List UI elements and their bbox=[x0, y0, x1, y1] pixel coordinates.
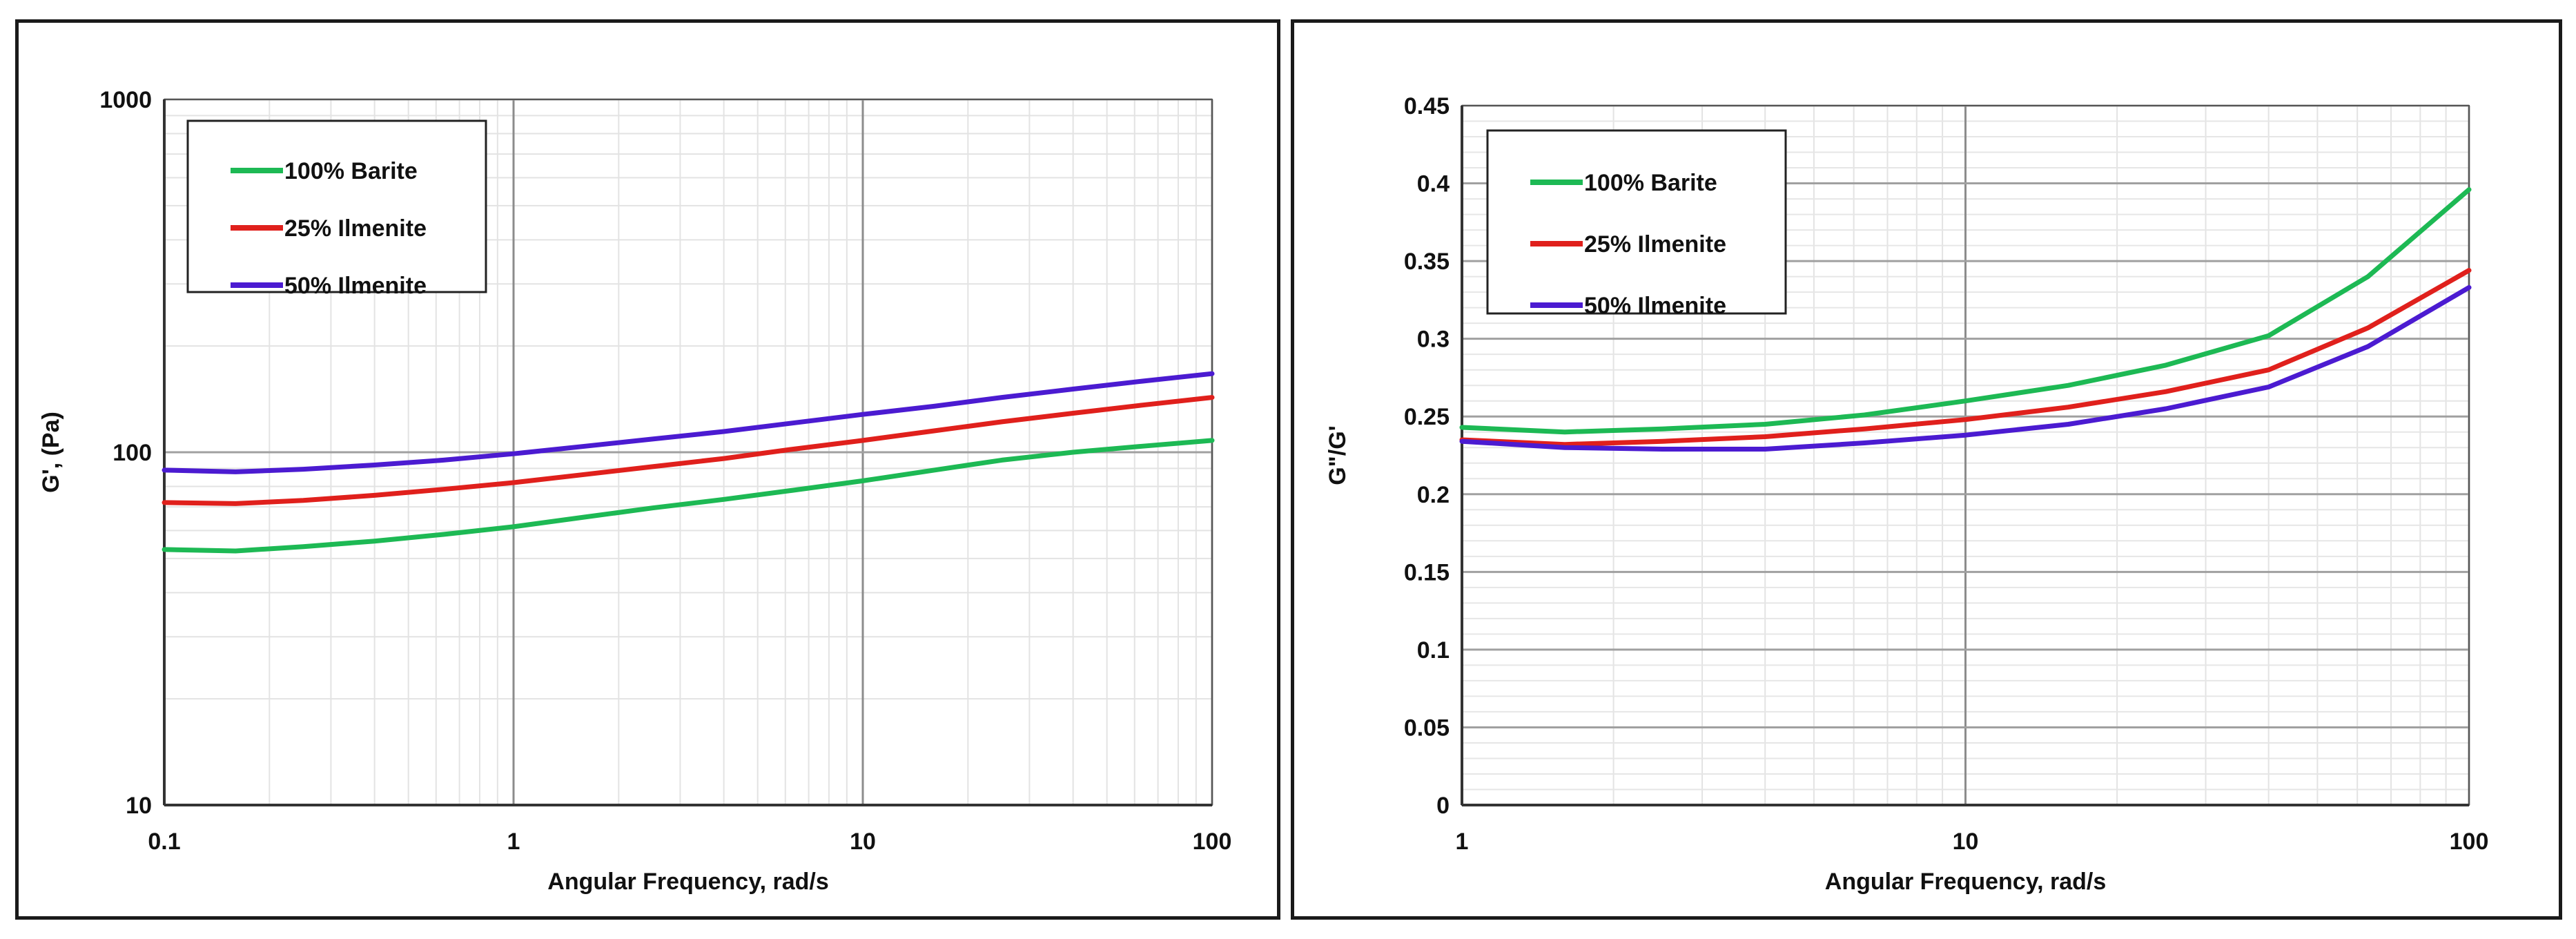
y-tick-label: 100 bbox=[113, 440, 152, 466]
series-line-100-barite bbox=[1459, 187, 2472, 435]
y-axis-title: G"/G' bbox=[1325, 425, 1351, 485]
x-tick-label: 100 bbox=[1193, 829, 1232, 855]
y-tick-label: 10 bbox=[126, 793, 152, 819]
y-tick-label: 1000 bbox=[99, 87, 152, 113]
y-tick-label: 0.1 bbox=[1417, 637, 1450, 664]
x-tick-label: 10 bbox=[850, 829, 876, 855]
chart-panel-loss-tangent: 1 10 100 0 0.05 0.1 0.15 0.2 0.25 0.3 0.35 0.4 0.45 A… bbox=[1291, 19, 2562, 920]
y-tick-label: 0 bbox=[1436, 793, 1450, 819]
series-line-100-barite bbox=[162, 438, 1215, 554]
y-tick-label: 0.15 bbox=[1404, 559, 1450, 585]
y-tick-label: 0.35 bbox=[1404, 249, 1450, 275]
y-tick-label: 0.3 bbox=[1417, 327, 1450, 353]
loss-tangent-chart: 1 10 100 0 0.05 0.1 0.15 0.2 0.25 0.3 0.35 0.4 0.45 A… bbox=[1325, 93, 2489, 895]
legend-label: 25% Ilmenite bbox=[1584, 231, 1726, 258]
y-tick-label: 0.05 bbox=[1404, 715, 1450, 741]
x-tick-label: 10 bbox=[1953, 829, 1979, 855]
x-tick-label: 1 bbox=[1456, 829, 1469, 855]
legend-box bbox=[186, 119, 487, 293]
x-tick-label: 0.1 bbox=[148, 829, 180, 855]
legend-label: 100% Barite bbox=[284, 158, 418, 184]
series-line-50-ilmenite bbox=[162, 371, 1215, 474]
legend-box bbox=[1486, 129, 1787, 315]
legend-label: 50% Ilmenite bbox=[284, 273, 427, 299]
legend-label: 25% Ilmenite bbox=[284, 215, 427, 242]
legend-label: 50% Ilmenite bbox=[1584, 293, 1726, 319]
series-line-25-ilmenite bbox=[1459, 268, 2472, 447]
x-axis-title: Angular Frequency, rad/s bbox=[1825, 869, 2106, 895]
chart-panel-storage-modulus: 0.1 1 10 100 10 100 1000 Angular Frequency, rad… bbox=[15, 19, 1280, 920]
x-tick-label: 1 bbox=[507, 829, 520, 855]
legend-label: 100% Barite bbox=[1584, 170, 1717, 196]
x-axis-title: Angular Frequency, rad/s bbox=[547, 869, 828, 895]
y-tick-label: 0.45 bbox=[1404, 93, 1450, 119]
y-axis-title: G', (Pa) bbox=[38, 412, 64, 493]
y-tick-label: 0.2 bbox=[1417, 482, 1450, 508]
series-line-50-ilmenite bbox=[1459, 284, 2472, 452]
series-line-25-ilmenite bbox=[162, 395, 1215, 506]
storage-modulus-chart: 0.1 1 10 100 10 100 1000 Angular Frequency, rad… bbox=[38, 87, 1232, 895]
y-tick-label: 0.25 bbox=[1404, 404, 1450, 430]
y-tick-label: 0.4 bbox=[1417, 171, 1450, 197]
x-tick-label: 100 bbox=[2450, 829, 2489, 855]
